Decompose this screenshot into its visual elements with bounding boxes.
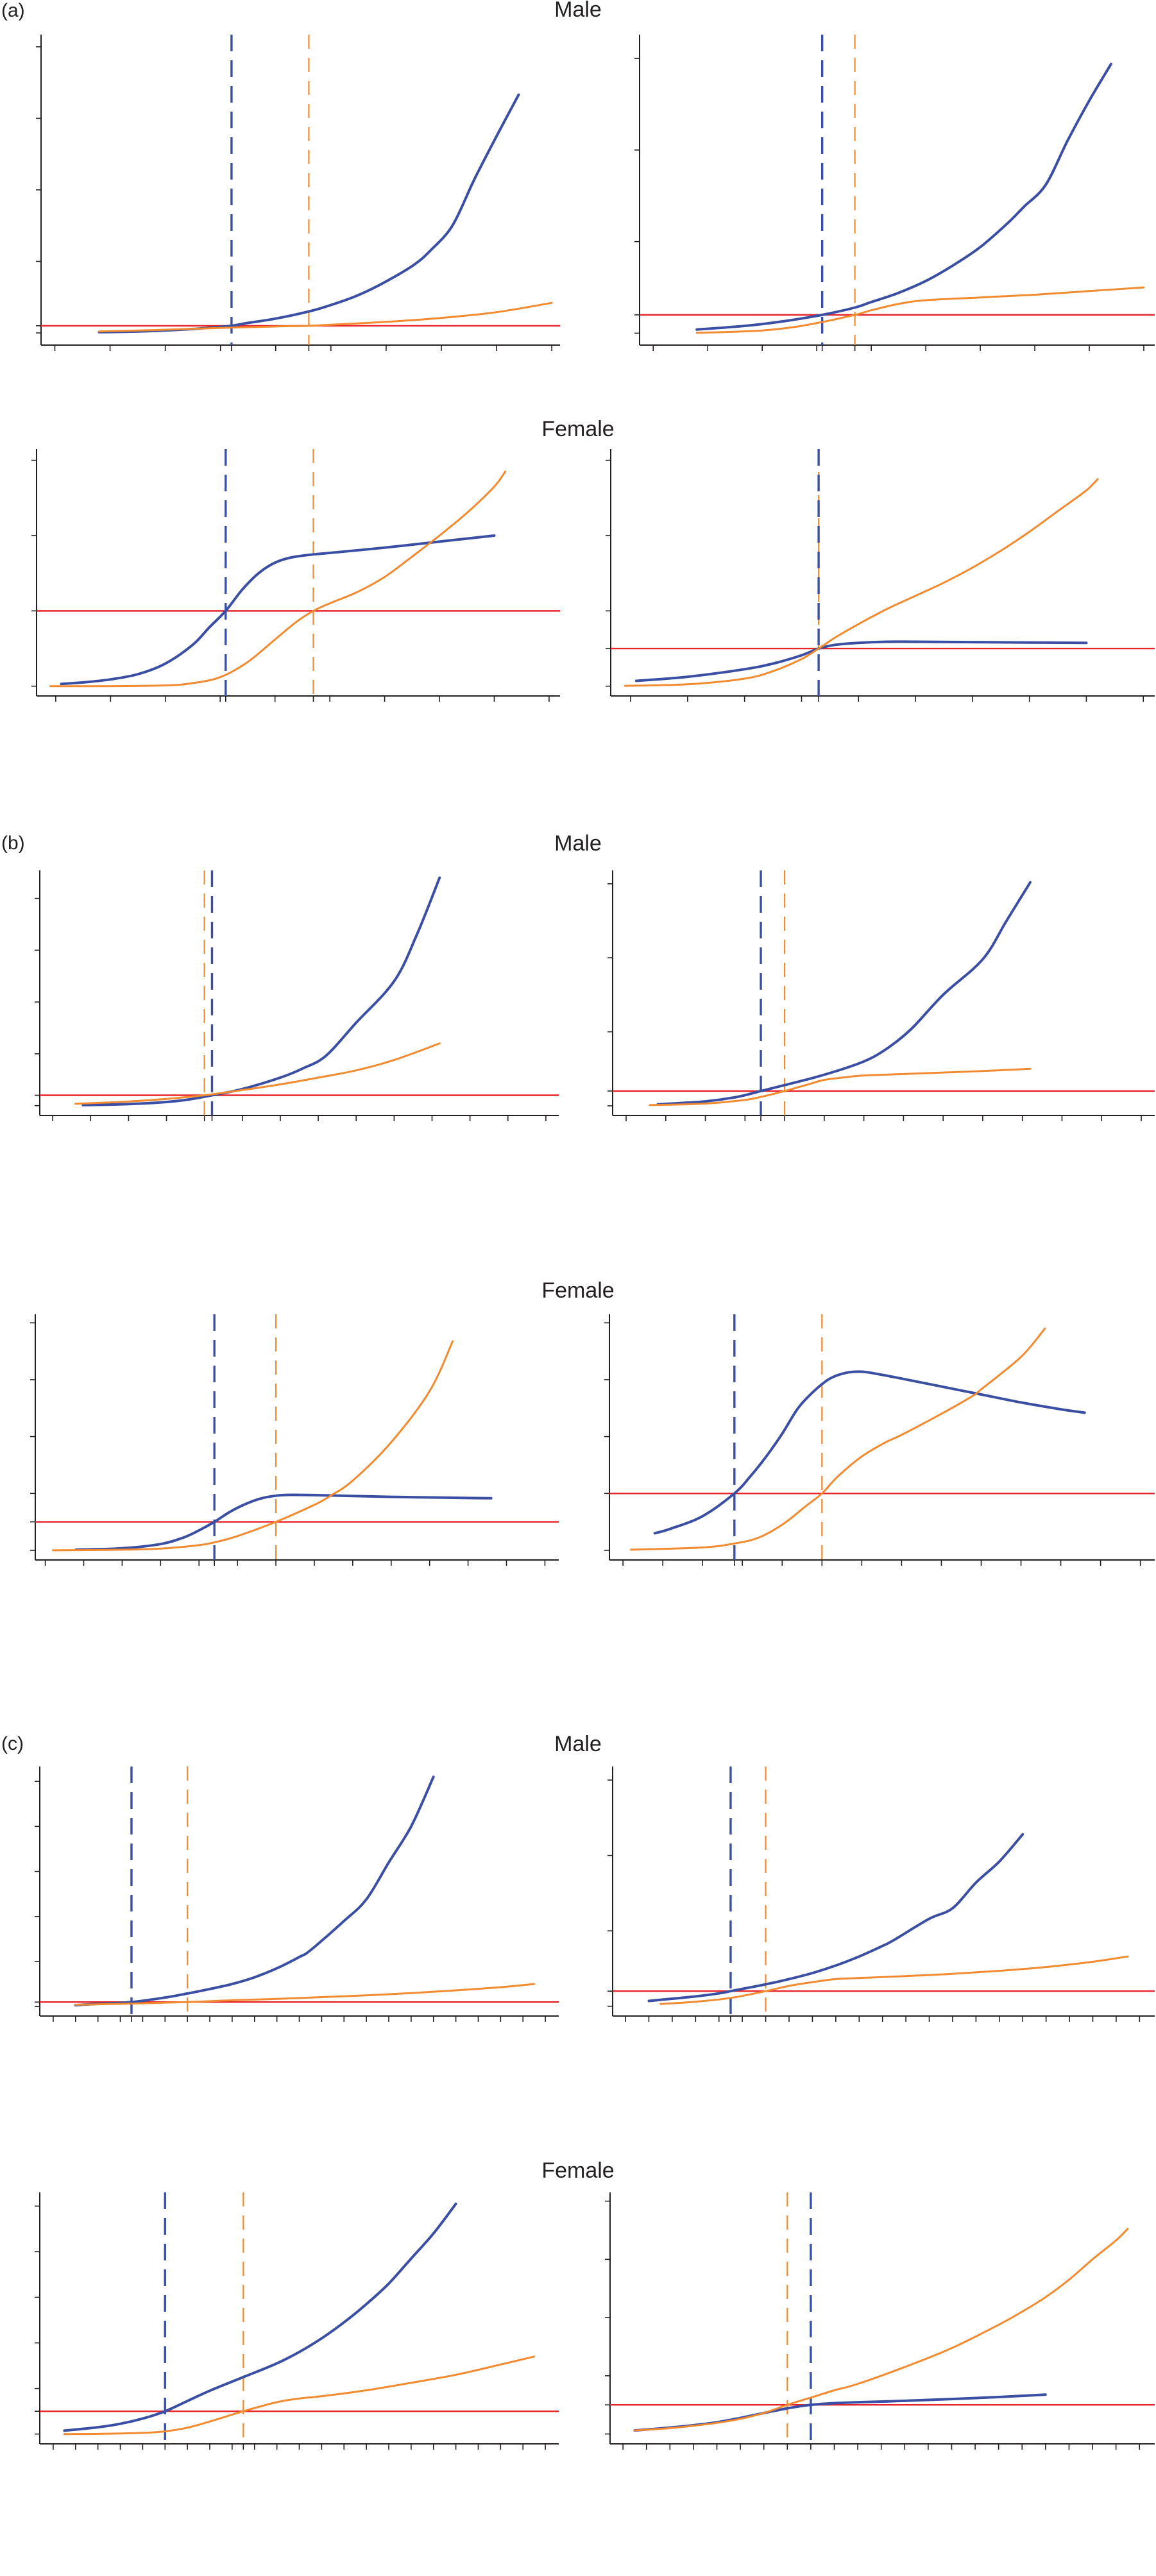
section-label-c: (c) <box>1 1733 24 1754</box>
section-label-a: (a) <box>1 0 25 21</box>
chart-panel-c-male-diabetes <box>35 1767 559 2022</box>
chart-panel-a-female-cvd <box>606 449 1155 702</box>
chart-panel-b-male-cvd <box>608 870 1155 1121</box>
chart-panel-a-female-diabetes <box>31 449 560 702</box>
series-line-blue <box>74 1493 493 1551</box>
series-line-orange <box>630 1327 1046 1551</box>
chart-panel-b-male-diabetes <box>35 870 559 1121</box>
sex-label-b-female: Female <box>541 1278 615 1303</box>
series-line-blue <box>653 1370 1086 1535</box>
series-line-orange <box>74 1042 441 1105</box>
series-line-blue <box>74 1775 435 2007</box>
chart-panel-b-female-cvd <box>604 1314 1155 1566</box>
series-line-orange <box>52 1340 454 1552</box>
series-line-blue <box>63 2202 457 2432</box>
series-line-orange <box>63 2355 536 2436</box>
sex-label-c-female: Female <box>541 2158 615 2183</box>
series-line-orange <box>659 1955 1129 2005</box>
series-line-blue <box>635 640 1088 682</box>
series-line-orange <box>633 2228 1129 2432</box>
series-line-orange <box>98 301 553 333</box>
series-line-blue <box>656 881 1032 1106</box>
sex-label-a-female: Female <box>541 417 615 441</box>
sex-label-a-male: Male <box>554 0 602 22</box>
series-line-orange <box>74 1983 536 2006</box>
series-line-orange <box>49 470 507 688</box>
series-line-blue <box>695 62 1112 331</box>
sex-label-b-male: Male <box>554 831 602 856</box>
sex-label-c-male: Male <box>554 1732 602 1756</box>
series-line-orange <box>695 286 1145 334</box>
section-label-b: (b) <box>1 833 25 854</box>
chart-panel-c-female-diabetes <box>35 2192 559 2450</box>
chart-panel-a-male-cvd <box>634 35 1155 351</box>
series-line-blue <box>60 534 496 686</box>
chart-panel-b-female-diabetes <box>30 1314 559 1566</box>
chart-panel-c-male-cvd <box>608 1767 1155 2022</box>
series-line-orange <box>624 478 1099 687</box>
series-line-blue <box>81 876 441 1106</box>
series-line-blue <box>647 1833 1024 2003</box>
series-line-orange <box>649 1067 1032 1106</box>
chart-panel-a-male-diabetes <box>36 35 560 351</box>
